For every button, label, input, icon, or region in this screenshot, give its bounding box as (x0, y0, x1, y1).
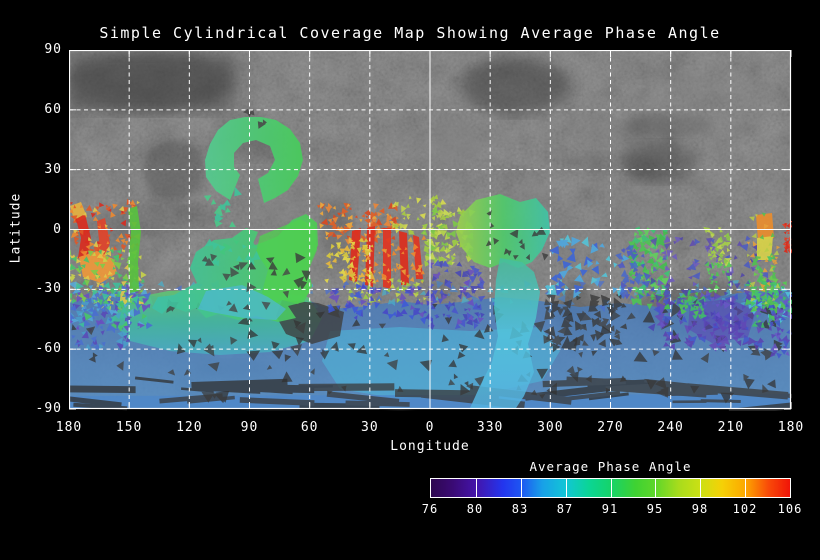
colorbar-separator (745, 479, 747, 497)
colorbar-tick-label: 87 (556, 502, 574, 516)
colorbar-tick-label: 102 (732, 502, 758, 516)
plot-border (69, 50, 792, 410)
region-left-red-stripe-1 (76, 214, 91, 261)
y-tick-label: 60 (44, 101, 62, 117)
region-arc-fragments (203, 186, 242, 228)
x-tick-label: 270 (597, 420, 624, 435)
region-center-yellow-speckle (324, 237, 376, 285)
region-blue-left-of-columns (615, 244, 652, 300)
x-tick-label: 120 (176, 420, 203, 435)
region-green-arc-ring (205, 117, 303, 203)
colorbar-tick-label: 76 (421, 502, 439, 516)
colorbar-tick-label: 83 (511, 502, 529, 516)
x-tick-label: 240 (657, 420, 684, 435)
region-seahorse-cyan-belly (198, 285, 286, 320)
region-right-stripe-green (749, 252, 780, 311)
region-hook-dark-holes (485, 210, 549, 261)
chart-title: Simple Cylindrical Coverage Map Showing … (99, 24, 721, 42)
colorbar (430, 478, 791, 498)
colorbar-tick-label: 98 (691, 502, 709, 516)
y-tick-label: -60 (35, 341, 62, 357)
region-south-dark-slashes (69, 376, 792, 411)
region-center-red-stripe-4 (399, 231, 409, 285)
x-tick-label: 180 (55, 420, 83, 435)
region-center-red-stripe-1 (349, 228, 361, 282)
map-plot-area (69, 50, 792, 411)
region-center-red-stripe-3 (383, 228, 391, 289)
x-tick-label: 60 (300, 420, 319, 435)
region-left-rainbow-speckle-bottom (69, 280, 153, 332)
region-center-yellowgreen-upper (392, 194, 447, 236)
region-arc-dark-notches (243, 108, 267, 129)
region-south-gap-dark-2 (543, 291, 628, 348)
region-mid-scattered-cyan-triangles (544, 234, 630, 299)
y-tick-label: 0 (53, 221, 62, 237)
colorbar-tick-label: 106 (777, 502, 803, 516)
colorbar-separator (700, 479, 702, 497)
region-hook-green-blob (456, 194, 550, 268)
region-right-stripe-yellow (757, 236, 773, 260)
x-tick-label: 180 (777, 420, 805, 435)
colorbar-tick-label: 80 (466, 502, 484, 516)
colorbar-separator (655, 479, 657, 497)
x-tick-label: 210 (717, 420, 745, 435)
colorbar-tick-label: 95 (646, 502, 664, 516)
colorbar-title: Average Phase Angle (529, 459, 692, 474)
colorbar-separator (475, 479, 477, 497)
region-center-orange-between-stripes (350, 235, 427, 284)
x-tick-label: 30 (361, 420, 379, 435)
y-tick-label: 30 (44, 161, 62, 177)
grid-lines (69, 50, 792, 410)
region-small-green-column-below (704, 261, 733, 294)
region-seahorse-dark-notches (201, 252, 311, 313)
x-tick-label: 330 (476, 420, 504, 435)
colorbar-tick-label: 91 (601, 502, 619, 516)
region-south-purple-blob (688, 299, 756, 343)
x-tick-label: 0 (425, 420, 435, 435)
x-tick-label: 300 (537, 420, 564, 435)
y-tick-label: 90 (44, 42, 62, 57)
region-lime-strip (128, 206, 141, 293)
x-tick-label: 150 (115, 420, 143, 435)
y-tick-label: -90 (35, 401, 62, 416)
region-hook-cyan-tail (470, 258, 540, 408)
coverage-data (69, 108, 792, 411)
y-tick-label: -30 (35, 281, 62, 297)
x-axis-title: Longitude (390, 439, 470, 454)
x-tick-label: 90 (240, 420, 259, 435)
region-hook-west-bluepurple (424, 259, 486, 330)
colorbar-separator (565, 479, 567, 497)
colorbar-separator (610, 479, 612, 497)
colorbar-separator (520, 479, 522, 497)
